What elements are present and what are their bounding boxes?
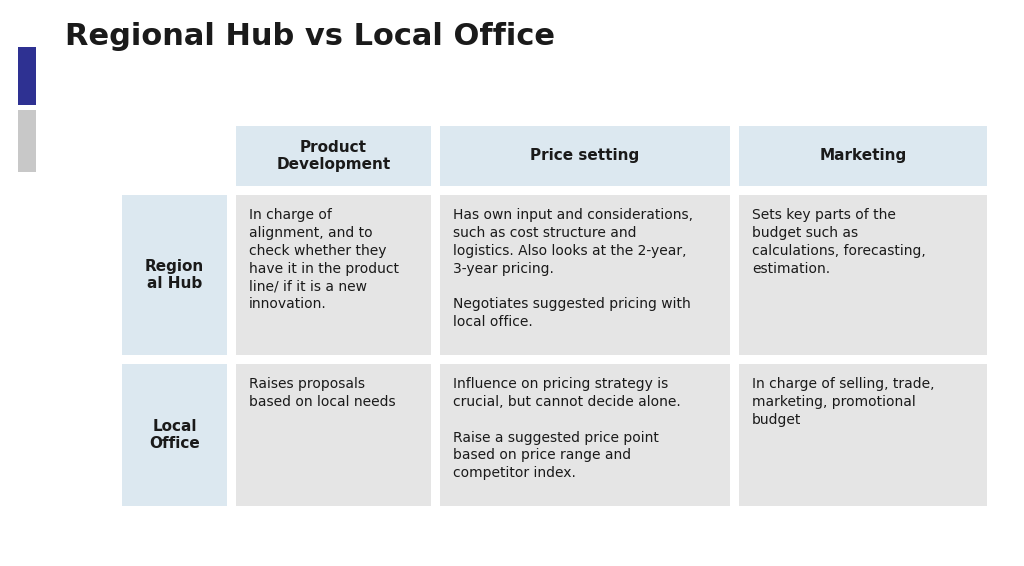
FancyBboxPatch shape <box>18 47 36 105</box>
Text: Regional Hub vs Local Office: Regional Hub vs Local Office <box>65 22 555 51</box>
FancyBboxPatch shape <box>122 364 227 506</box>
FancyBboxPatch shape <box>440 126 730 186</box>
FancyBboxPatch shape <box>236 126 431 186</box>
FancyBboxPatch shape <box>122 195 227 355</box>
FancyBboxPatch shape <box>739 364 987 506</box>
FancyBboxPatch shape <box>236 364 431 506</box>
Text: Sets key parts of the
budget such as
calculations, forecasting,
estimation.: Sets key parts of the budget such as cal… <box>752 208 926 276</box>
Text: In charge of selling, trade,
marketing, promotional
budget: In charge of selling, trade, marketing, … <box>752 377 935 427</box>
Text: Influence on pricing strategy is
crucial, but cannot decide alone.

Raise a sugg: Influence on pricing strategy is crucial… <box>453 377 681 480</box>
Text: Product
Development: Product Development <box>276 140 390 172</box>
Text: Price setting: Price setting <box>530 148 640 164</box>
FancyBboxPatch shape <box>440 195 730 355</box>
Text: In charge of
alignment, and to
check whether they
have it in the product
line/ i: In charge of alignment, and to check whe… <box>249 208 399 311</box>
FancyBboxPatch shape <box>739 126 987 186</box>
FancyBboxPatch shape <box>440 364 730 506</box>
Text: Region
al Hub: Region al Hub <box>144 259 204 291</box>
FancyBboxPatch shape <box>236 195 431 355</box>
FancyBboxPatch shape <box>18 110 36 172</box>
Text: Local
Office: Local Office <box>150 419 200 451</box>
Text: Has own input and considerations,
such as cost structure and
logistics. Also loo: Has own input and considerations, such a… <box>453 208 693 329</box>
FancyBboxPatch shape <box>739 195 987 355</box>
Text: Raises proposals
based on local needs: Raises proposals based on local needs <box>249 377 395 409</box>
Text: Marketing: Marketing <box>819 148 906 164</box>
